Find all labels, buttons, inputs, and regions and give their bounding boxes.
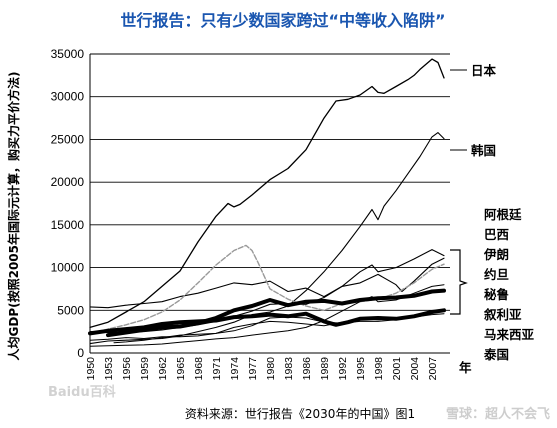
group-label-5: 叙利亚: [484, 307, 522, 322]
series-line-9: [89, 313, 445, 341]
x-tick-1983: 1983: [283, 357, 295, 381]
y-tick-35000: 35000: [51, 47, 85, 61]
watermark-baidu: Baidu百科: [48, 384, 116, 400]
source-note: 资料来源：世行报告《2030年的中国》图1: [185, 406, 415, 421]
series-line-0: [89, 58, 445, 329]
watermark-xueqiu: 雪球：超人不会飞: [446, 406, 550, 422]
series-lines: [88, 58, 446, 347]
y-tick-5000: 5000: [57, 303, 84, 317]
group-label-6: 马来西亚: [484, 327, 535, 342]
group-label-3: 约旦: [484, 267, 509, 282]
chart-title: 世行报告：只有少数国家跨过“中等收入陷阱”: [120, 11, 445, 30]
gridlines: [89, 53, 450, 354]
x-tick-1962: 1962: [157, 357, 169, 381]
y-axis-label: 人均GDP(按照2005年国际元计算，购买力平价方法): [6, 72, 21, 361]
series-line-6: [88, 308, 446, 336]
group-label-7: 泰国: [483, 347, 509, 362]
group-label-1: 巴西: [484, 227, 509, 242]
series-line-7: [89, 284, 445, 347]
x-tick-2007: 2007: [427, 357, 439, 381]
x-tick-labels: 1950 1953 1956 1959 1962 1965 1968 1971 1974 1977…: [85, 357, 439, 381]
series-label-korea: 韩国: [471, 143, 496, 158]
x-tick-1992: 1992: [337, 357, 349, 381]
group-label-0: 阿根廷: [484, 207, 522, 222]
x-tick-1956: 1956: [121, 357, 133, 381]
y-tick-25000: 25000: [51, 132, 85, 146]
x-tick-1989: 1989: [319, 357, 331, 381]
x-tick-1986: 1986: [301, 357, 313, 381]
x-tick-1971: 1971: [211, 357, 223, 381]
x-tick-1959: 1959: [139, 357, 151, 381]
y-tick-20000: 20000: [51, 175, 85, 189]
group-label-2: 伊朗: [483, 247, 509, 262]
series-line-2: [89, 257, 445, 309]
series-label-japan: 日本: [471, 63, 497, 78]
x-tick-1965: 1965: [175, 357, 187, 381]
x-tick-1980: 1980: [265, 357, 277, 381]
x-tick-1950: 1950: [85, 357, 97, 381]
x-tick-1995: 1995: [355, 357, 367, 381]
x-tick-2004: 2004: [409, 357, 421, 381]
series-line-1: [89, 132, 445, 345]
x-tick-1977: 1977: [247, 357, 259, 381]
group-label-4: 秘鲁: [484, 287, 509, 302]
series-line-5: [106, 288, 446, 338]
y-tick-30000: 30000: [51, 90, 85, 104]
y-tick-15000: 15000: [51, 218, 85, 232]
x-tick-1974: 1974: [229, 357, 241, 381]
y-tick-10000: 10000: [51, 261, 85, 275]
x-tick-1968: 1968: [193, 357, 205, 381]
x-axis-label: 年: [459, 360, 472, 375]
x-tick-2001: 2001: [391, 357, 403, 381]
x-tick-1953: 1953: [103, 357, 115, 381]
y-tick-labels: 0 5000 10000 15000 20000 25000 30000 35000: [51, 47, 85, 360]
x-tick-1998: 1998: [373, 357, 385, 381]
group-bracket: [450, 249, 468, 315]
y-tick-0: 0: [77, 346, 84, 360]
